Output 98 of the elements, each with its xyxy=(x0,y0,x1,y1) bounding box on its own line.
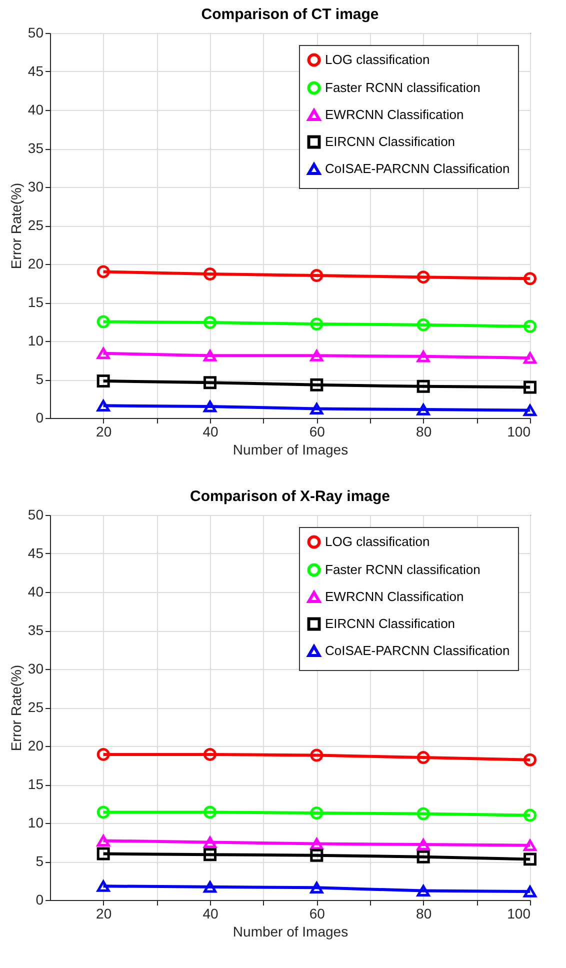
y-tick-label: 0 xyxy=(36,410,44,426)
point xyxy=(96,374,110,388)
point xyxy=(416,404,430,416)
legend-label: EIRCNN Classification xyxy=(325,134,456,149)
y-tick-label: 20 xyxy=(28,738,44,754)
x-tick-label: 40 xyxy=(202,424,218,440)
point xyxy=(310,806,324,820)
point xyxy=(96,400,110,412)
x-axis-title: Number of Images xyxy=(232,442,348,458)
point xyxy=(524,380,536,394)
point xyxy=(524,808,536,822)
point xyxy=(310,402,324,415)
x-tick-label: 100 xyxy=(507,424,531,440)
y-tick-label: 50 xyxy=(28,24,44,40)
point xyxy=(524,320,536,333)
y-tick-label: 5 xyxy=(36,371,44,387)
point xyxy=(416,318,430,332)
point xyxy=(204,376,216,390)
y-tick-label: 30 xyxy=(28,660,44,676)
legend-label: CoISAE-PARCNN Classification xyxy=(325,643,510,658)
point xyxy=(310,748,324,762)
point xyxy=(204,806,216,819)
point xyxy=(416,270,430,284)
x-tick-label: 80 xyxy=(416,424,432,440)
point xyxy=(524,272,536,286)
y-tick-label: 0 xyxy=(36,892,44,908)
point xyxy=(524,404,536,416)
point xyxy=(310,848,324,862)
point xyxy=(524,886,536,898)
point xyxy=(96,748,110,761)
point xyxy=(310,318,324,331)
x-tick-label: 20 xyxy=(96,424,112,440)
y-tick-label: 25 xyxy=(28,217,44,233)
point xyxy=(204,316,216,330)
point xyxy=(96,265,110,278)
y-axis-title: Error Rate(%) xyxy=(8,182,24,270)
point xyxy=(524,852,536,866)
point xyxy=(96,806,110,819)
point xyxy=(310,269,324,282)
point xyxy=(416,807,430,820)
point xyxy=(204,400,216,412)
point xyxy=(416,350,430,362)
point xyxy=(310,350,324,362)
point xyxy=(524,840,536,852)
x-tick-label: 60 xyxy=(309,424,326,440)
y-tick-label: 40 xyxy=(28,584,44,600)
x-tick-label: 60 xyxy=(309,906,326,922)
point xyxy=(204,881,216,893)
y-tick-label: 15 xyxy=(28,776,44,792)
point xyxy=(310,838,324,850)
x-tick-label: 40 xyxy=(202,906,218,922)
y-tick-label: 40 xyxy=(28,102,44,118)
point xyxy=(96,880,110,892)
legend-label: LOG classification xyxy=(325,52,430,67)
point xyxy=(96,348,110,360)
chart-title: Comparison of CT image xyxy=(201,6,379,23)
point xyxy=(96,847,110,860)
y-tick-label: 25 xyxy=(28,699,44,715)
point xyxy=(416,850,430,864)
point xyxy=(204,848,216,862)
x-tick-label: 100 xyxy=(507,906,531,922)
y-tick-label: 45 xyxy=(28,545,44,561)
y-axis-title: Error Rate(%) xyxy=(8,664,24,752)
point xyxy=(416,884,430,897)
chart-title: Comparison of X-Ray image xyxy=(190,488,390,505)
x-tick-label: 80 xyxy=(416,906,432,922)
legend-label: CoISAE-PARCNN Classification xyxy=(325,161,510,176)
legend-label: Faster RCNN classification xyxy=(325,80,480,95)
point xyxy=(524,753,536,766)
point xyxy=(96,834,110,846)
point xyxy=(204,836,216,848)
point xyxy=(310,882,324,894)
y-tick-label: 5 xyxy=(36,853,44,869)
y-tick-label: 15 xyxy=(28,294,44,310)
y-tick-label: 20 xyxy=(28,256,44,272)
point xyxy=(524,352,536,364)
point xyxy=(416,751,430,764)
y-tick-label: 35 xyxy=(28,622,44,638)
legend-label: LOG classification xyxy=(325,534,430,549)
x-axis-title: Number of Images xyxy=(232,924,348,940)
y-tick-label: 10 xyxy=(28,814,44,830)
point xyxy=(204,268,216,280)
y-tick-label: 35 xyxy=(28,140,44,156)
point xyxy=(96,315,110,328)
point xyxy=(416,380,430,393)
y-tick-label: 30 xyxy=(28,178,44,194)
legend-label: EIRCNN Classification xyxy=(325,616,456,631)
y-tick-label: 10 xyxy=(28,332,44,348)
point xyxy=(416,838,430,850)
legend-label: Faster RCNN classification xyxy=(325,562,480,577)
point xyxy=(310,378,324,392)
x-tick-label: 20 xyxy=(96,906,112,922)
legend-label: EWRCNN Classification xyxy=(325,589,464,604)
point xyxy=(204,748,216,761)
y-tick-label: 45 xyxy=(28,63,44,79)
y-tick-label: 50 xyxy=(28,506,44,522)
point xyxy=(204,350,216,362)
legend-label: EWRCNN Classification xyxy=(325,107,464,122)
